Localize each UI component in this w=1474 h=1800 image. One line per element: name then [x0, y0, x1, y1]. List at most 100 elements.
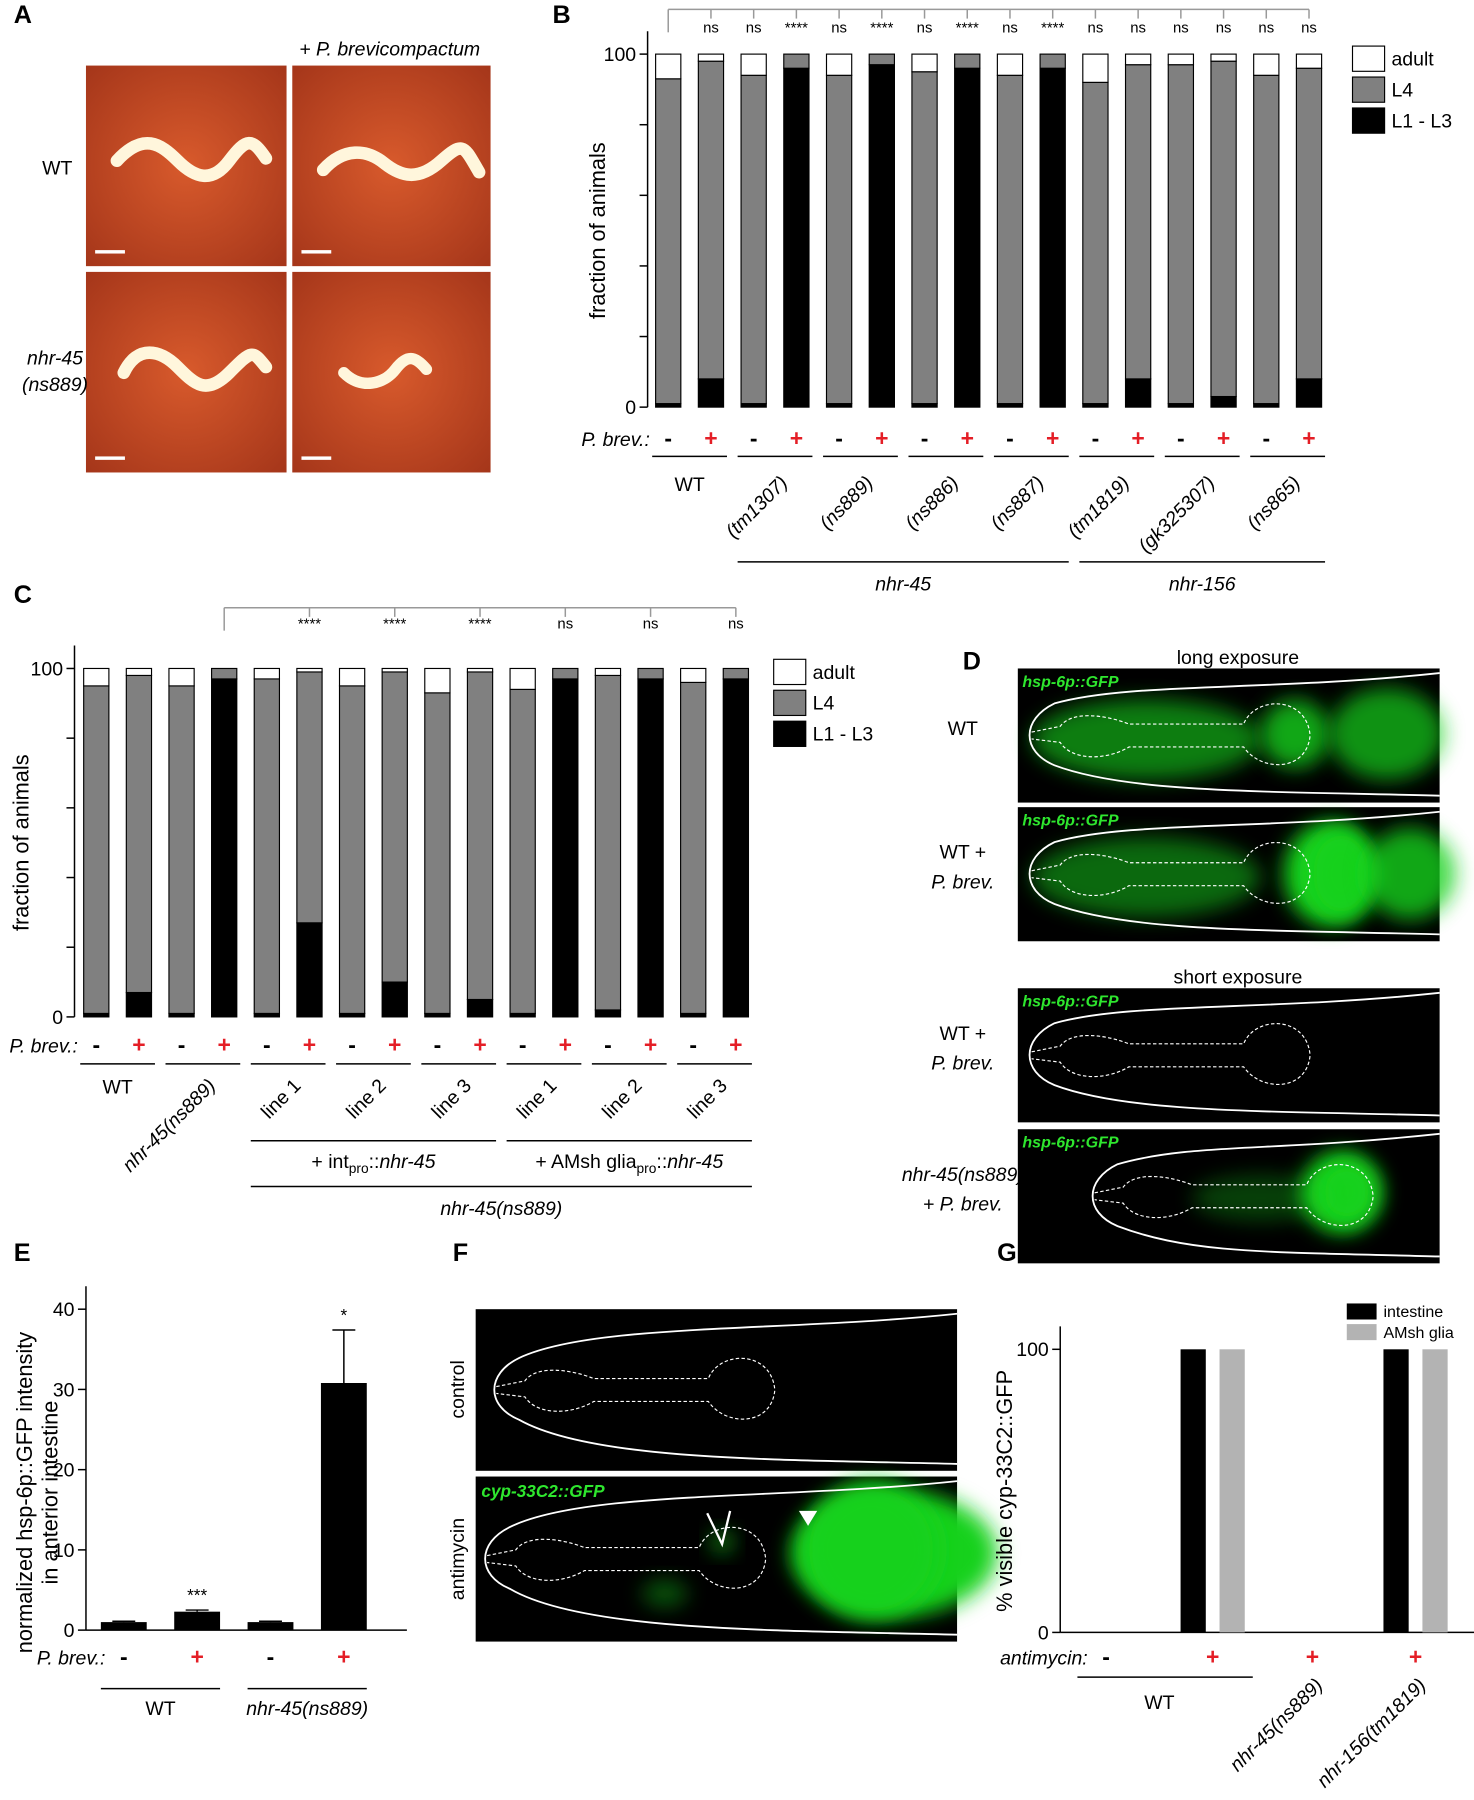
bar-segment: [740, 53, 767, 76]
significance-label: ns: [1216, 20, 1232, 36]
bar-segment: [424, 667, 451, 694]
treatment-label: -: [263, 1031, 271, 1057]
treatment-label: -: [519, 1031, 527, 1057]
y-axis-label: in anterior intestine: [37, 1401, 62, 1585]
bar-segment: [825, 74, 853, 405]
pharynx-outline: [1031, 842, 1311, 904]
bar-segment: [594, 1009, 622, 1018]
treatment-label: +: [337, 1644, 350, 1670]
legend-label: L4: [813, 693, 835, 715]
legend-label: L4: [1391, 80, 1413, 102]
treatment-label: -: [921, 425, 929, 451]
row-label: antimycin: [447, 1518, 469, 1600]
bar-segment: [722, 678, 750, 1018]
bar-segment: [1124, 64, 1152, 380]
significance-label: ****: [956, 20, 979, 36]
row-label: nhr-45(ns889): [902, 1164, 1024, 1186]
significance-label: ****: [298, 616, 321, 632]
group-label: line 2: [342, 1075, 390, 1123]
treatment-label: -: [1092, 425, 1100, 451]
row-label: WT +: [939, 842, 986, 864]
bar-segment: [1082, 81, 1109, 405]
supergroup-label: nhr-45(ns889): [440, 1198, 562, 1220]
legend-swatch: [1346, 1324, 1377, 1341]
panel-letter: C: [14, 581, 32, 609]
bar-segment: [868, 64, 896, 408]
treatment-label: +: [1131, 425, 1144, 451]
group-label: nhr-45(ns889): [118, 1075, 220, 1177]
panel-letter: D: [963, 648, 981, 676]
bar: [1422, 1349, 1448, 1633]
bar-segment: [552, 678, 579, 1018]
panel-letter: B: [552, 1, 570, 29]
y-tick-label: 0: [1038, 1622, 1049, 1644]
y-tick-label: 20: [53, 1460, 75, 1482]
bar: [174, 1611, 221, 1631]
bar-segment: [125, 667, 153, 677]
group-label: nhr-45(ns889): [246, 1698, 368, 1720]
y-axis-label: % visible cyp-33C2::GFP: [992, 1370, 1017, 1612]
treatment-label: -: [178, 1031, 186, 1057]
group-label: line 3: [683, 1075, 731, 1123]
bar: [1383, 1349, 1409, 1633]
subgroup-label-part: pro: [637, 1161, 657, 1176]
bar-segment: [655, 53, 682, 80]
panel-letter: G: [997, 1239, 1017, 1267]
subgroup-label-part: nhr-45: [667, 1151, 723, 1173]
bar-segment: [211, 667, 238, 680]
bar-segment: [338, 667, 366, 687]
worm-outline: [484, 1480, 958, 1636]
y-axis-label: fraction of animals: [9, 754, 34, 931]
group-label: (ns889): [816, 472, 878, 534]
row-label: + P. brev.: [923, 1194, 1003, 1216]
bar-segment: [911, 71, 938, 405]
bar-segment: [825, 53, 853, 76]
arrow: [706, 1510, 732, 1548]
y-tick-label: 100: [31, 658, 64, 680]
bar-segment: [83, 685, 110, 1015]
error-bar: [332, 1329, 356, 1384]
bar-segment: [1210, 60, 1237, 398]
worm-outline: [493, 1312, 958, 1465]
worm: [338, 352, 433, 390]
significance-label: ns: [728, 616, 744, 632]
bar-segment: [1253, 74, 1280, 405]
bar-segment: [466, 998, 494, 1018]
treatment-label: +: [961, 425, 974, 451]
group-label: line 1: [257, 1075, 305, 1123]
subgroup-label-part: + int: [311, 1151, 349, 1173]
y-axis-label: fraction of animals: [585, 142, 610, 319]
arrowhead: [798, 1510, 818, 1526]
bar-segment: [868, 53, 896, 66]
treatment-label: -: [1006, 425, 1014, 451]
legend-swatch: [1351, 45, 1386, 72]
treatment-label: +: [1306, 1644, 1319, 1670]
group-label: WT: [674, 474, 704, 496]
bar-segment: [552, 667, 579, 680]
bar-segment: [655, 78, 682, 405]
group-label: line 3: [428, 1075, 476, 1123]
significance-label: ns: [917, 20, 933, 36]
group-label: line 2: [598, 1075, 646, 1123]
treatment-label: -: [664, 425, 672, 451]
reporter-label: hsp-6p::GFP: [1022, 993, 1118, 1011]
bar-segment: [740, 74, 767, 405]
treatment-label: -: [1102, 1644, 1110, 1670]
bar-segment: [168, 667, 195, 687]
bar-segment: [697, 378, 725, 408]
row-label: P. brev.: [931, 872, 994, 894]
treatment-label: +: [303, 1031, 316, 1057]
panel-letter: E: [14, 1239, 31, 1267]
treatment-label: -: [92, 1031, 100, 1057]
group-label: WT: [145, 1698, 175, 1720]
significance-label: ns: [1002, 20, 1018, 36]
bar-segment: [381, 981, 408, 1018]
x-axis-label: P. brev.:: [9, 1035, 78, 1057]
bar-segment: [509, 667, 536, 690]
bar-segment: [1295, 378, 1323, 408]
scale-bar: [95, 250, 125, 254]
treatment-label: -: [1177, 425, 1185, 451]
bar-segment: [1039, 53, 1066, 69]
